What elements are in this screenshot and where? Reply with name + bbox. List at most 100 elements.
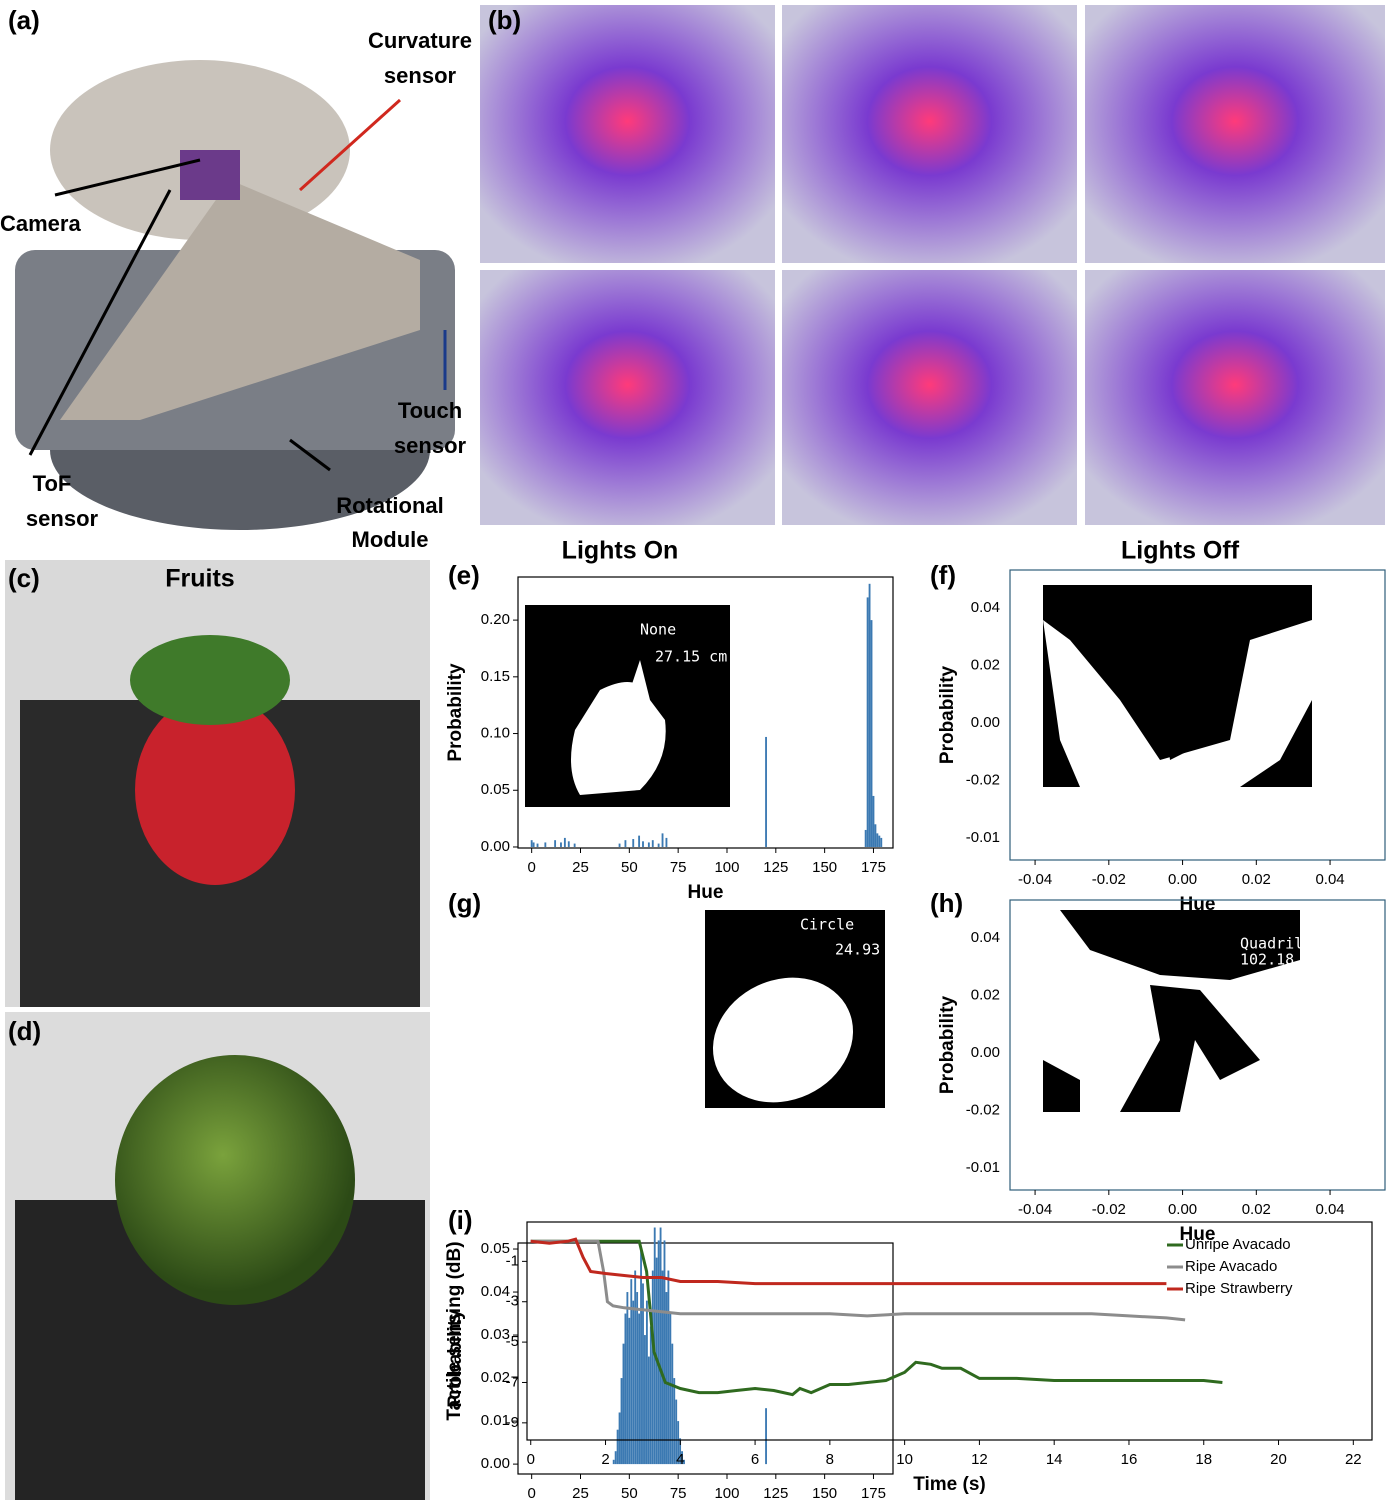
panel-label: (b) bbox=[488, 5, 521, 35]
x-tick-label: 150 bbox=[812, 1485, 837, 1502]
x-tick-label: 100 bbox=[714, 1485, 739, 1502]
plot-frame bbox=[1009, 899, 1386, 1191]
x-tick-label: 125 bbox=[763, 1485, 788, 1502]
x-tick-label: 18 bbox=[1195, 1451, 1212, 1468]
bar bbox=[663, 1240, 666, 1465]
annotation: Camera bbox=[0, 211, 81, 236]
x-tick-label: 22 bbox=[1345, 1451, 1362, 1468]
plot-frame bbox=[526, 1221, 1373, 1441]
panel-label: (e) bbox=[448, 560, 480, 590]
bar bbox=[642, 1283, 644, 1465]
y-tick-label: -7 bbox=[506, 1373, 519, 1390]
device-photo bbox=[0, 0, 470, 550]
bar bbox=[659, 1227, 662, 1465]
mask-image-f bbox=[1043, 585, 1312, 787]
bar bbox=[634, 1270, 637, 1465]
inset-g bbox=[705, 910, 885, 1108]
x-tick-label: 175 bbox=[861, 1485, 886, 1502]
y-tick-label: -0.01 bbox=[966, 829, 1000, 846]
annotation: Touch bbox=[398, 398, 462, 423]
x-tick-label: 20 bbox=[1270, 1451, 1287, 1468]
bar bbox=[677, 1421, 680, 1465]
bar bbox=[665, 1292, 668, 1465]
x-tick-label: 0 bbox=[528, 859, 536, 876]
bar bbox=[681, 1451, 683, 1465]
y-axis-label: Probability bbox=[445, 663, 466, 762]
bar bbox=[618, 843, 621, 847]
x-tick-label: 2 bbox=[601, 1451, 609, 1468]
bar bbox=[630, 1279, 633, 1465]
y-tick-label: 0.05 bbox=[481, 781, 510, 798]
bar bbox=[870, 620, 873, 847]
bar bbox=[651, 1270, 654, 1465]
bar bbox=[614, 1451, 617, 1465]
bar bbox=[563, 837, 566, 847]
bar bbox=[560, 842, 562, 847]
inset-text: Quadrilateral bbox=[1240, 935, 1357, 953]
bar bbox=[661, 1270, 664, 1465]
bar bbox=[661, 833, 664, 847]
x-tick-label: -0.04 bbox=[1018, 871, 1052, 888]
y-tick-label: -3 bbox=[506, 1293, 519, 1310]
y-tick-label: 0.02 bbox=[971, 656, 1000, 673]
inset-text: 24.93 cm bbox=[835, 941, 907, 959]
x-tick-label: 0.02 bbox=[1242, 1201, 1271, 1218]
panel-label: (d) bbox=[8, 1016, 41, 1046]
x-tick-label: 25 bbox=[572, 1485, 589, 1502]
inset-text: Circle bbox=[800, 916, 854, 934]
bar bbox=[544, 842, 547, 847]
line bbox=[530, 1237, 1167, 1286]
bar bbox=[669, 1313, 672, 1465]
legend-label: Ripe Strawberry bbox=[1185, 1280, 1293, 1297]
annotation: ToF bbox=[33, 471, 72, 496]
bar bbox=[874, 824, 877, 847]
legend-label: Ripe Avacado bbox=[1185, 1258, 1277, 1275]
column-title: Lights Off bbox=[1121, 537, 1240, 565]
bar bbox=[628, 1317, 631, 1465]
bar bbox=[765, 736, 767, 847]
y-tick-label: 0.00 bbox=[481, 838, 510, 855]
bar bbox=[532, 842, 535, 847]
bar bbox=[636, 1292, 639, 1465]
legend-label: Unripe Avacado bbox=[1185, 1236, 1291, 1253]
bar bbox=[618, 1412, 621, 1465]
bar bbox=[647, 1356, 650, 1465]
x-tick-label: 0.00 bbox=[1168, 1201, 1197, 1218]
x-tick-label: 6 bbox=[751, 1451, 759, 1468]
y-tick-label: -0.01 bbox=[966, 1159, 1000, 1176]
y-tick-label: -1 bbox=[506, 1252, 519, 1269]
bar bbox=[667, 1270, 670, 1465]
bar bbox=[530, 840, 533, 847]
bar bbox=[645, 1300, 648, 1465]
x-tick-label: 0.00 bbox=[1168, 871, 1197, 888]
bar bbox=[626, 1292, 629, 1465]
bar bbox=[675, 1399, 678, 1465]
bar bbox=[567, 841, 570, 847]
x-axis-label: Hue bbox=[1180, 894, 1216, 915]
annotation: sensor bbox=[26, 506, 99, 531]
y-tick-label: -0.02 bbox=[966, 1101, 1000, 1118]
plot-frame bbox=[517, 1242, 894, 1475]
bar bbox=[612, 1459, 615, 1465]
annotation: sensor bbox=[394, 433, 467, 458]
bar bbox=[554, 840, 557, 847]
annotation: Rotational bbox=[336, 493, 444, 518]
annotation: Curvature bbox=[368, 28, 472, 53]
bar bbox=[622, 1343, 625, 1465]
bar bbox=[679, 1438, 682, 1465]
y-tick-label: 0.00 bbox=[971, 714, 1000, 731]
x-tick-label: -0.02 bbox=[1092, 1201, 1126, 1218]
y-tick-label: 0.00 bbox=[481, 1455, 510, 1472]
y-tick-label: 0.05 bbox=[481, 1240, 510, 1257]
x-tick-label: 12 bbox=[971, 1451, 988, 1468]
bar bbox=[536, 843, 539, 847]
panel-label: (i) bbox=[448, 1205, 473, 1235]
bar bbox=[616, 1429, 619, 1465]
x-tick-label: 14 bbox=[1046, 1451, 1063, 1468]
bar bbox=[671, 1343, 674, 1465]
bar bbox=[657, 1240, 660, 1465]
bar bbox=[638, 1313, 641, 1465]
y-tick-label: 0.02 bbox=[481, 1369, 510, 1386]
y-tick-label: -5 bbox=[506, 1333, 519, 1350]
